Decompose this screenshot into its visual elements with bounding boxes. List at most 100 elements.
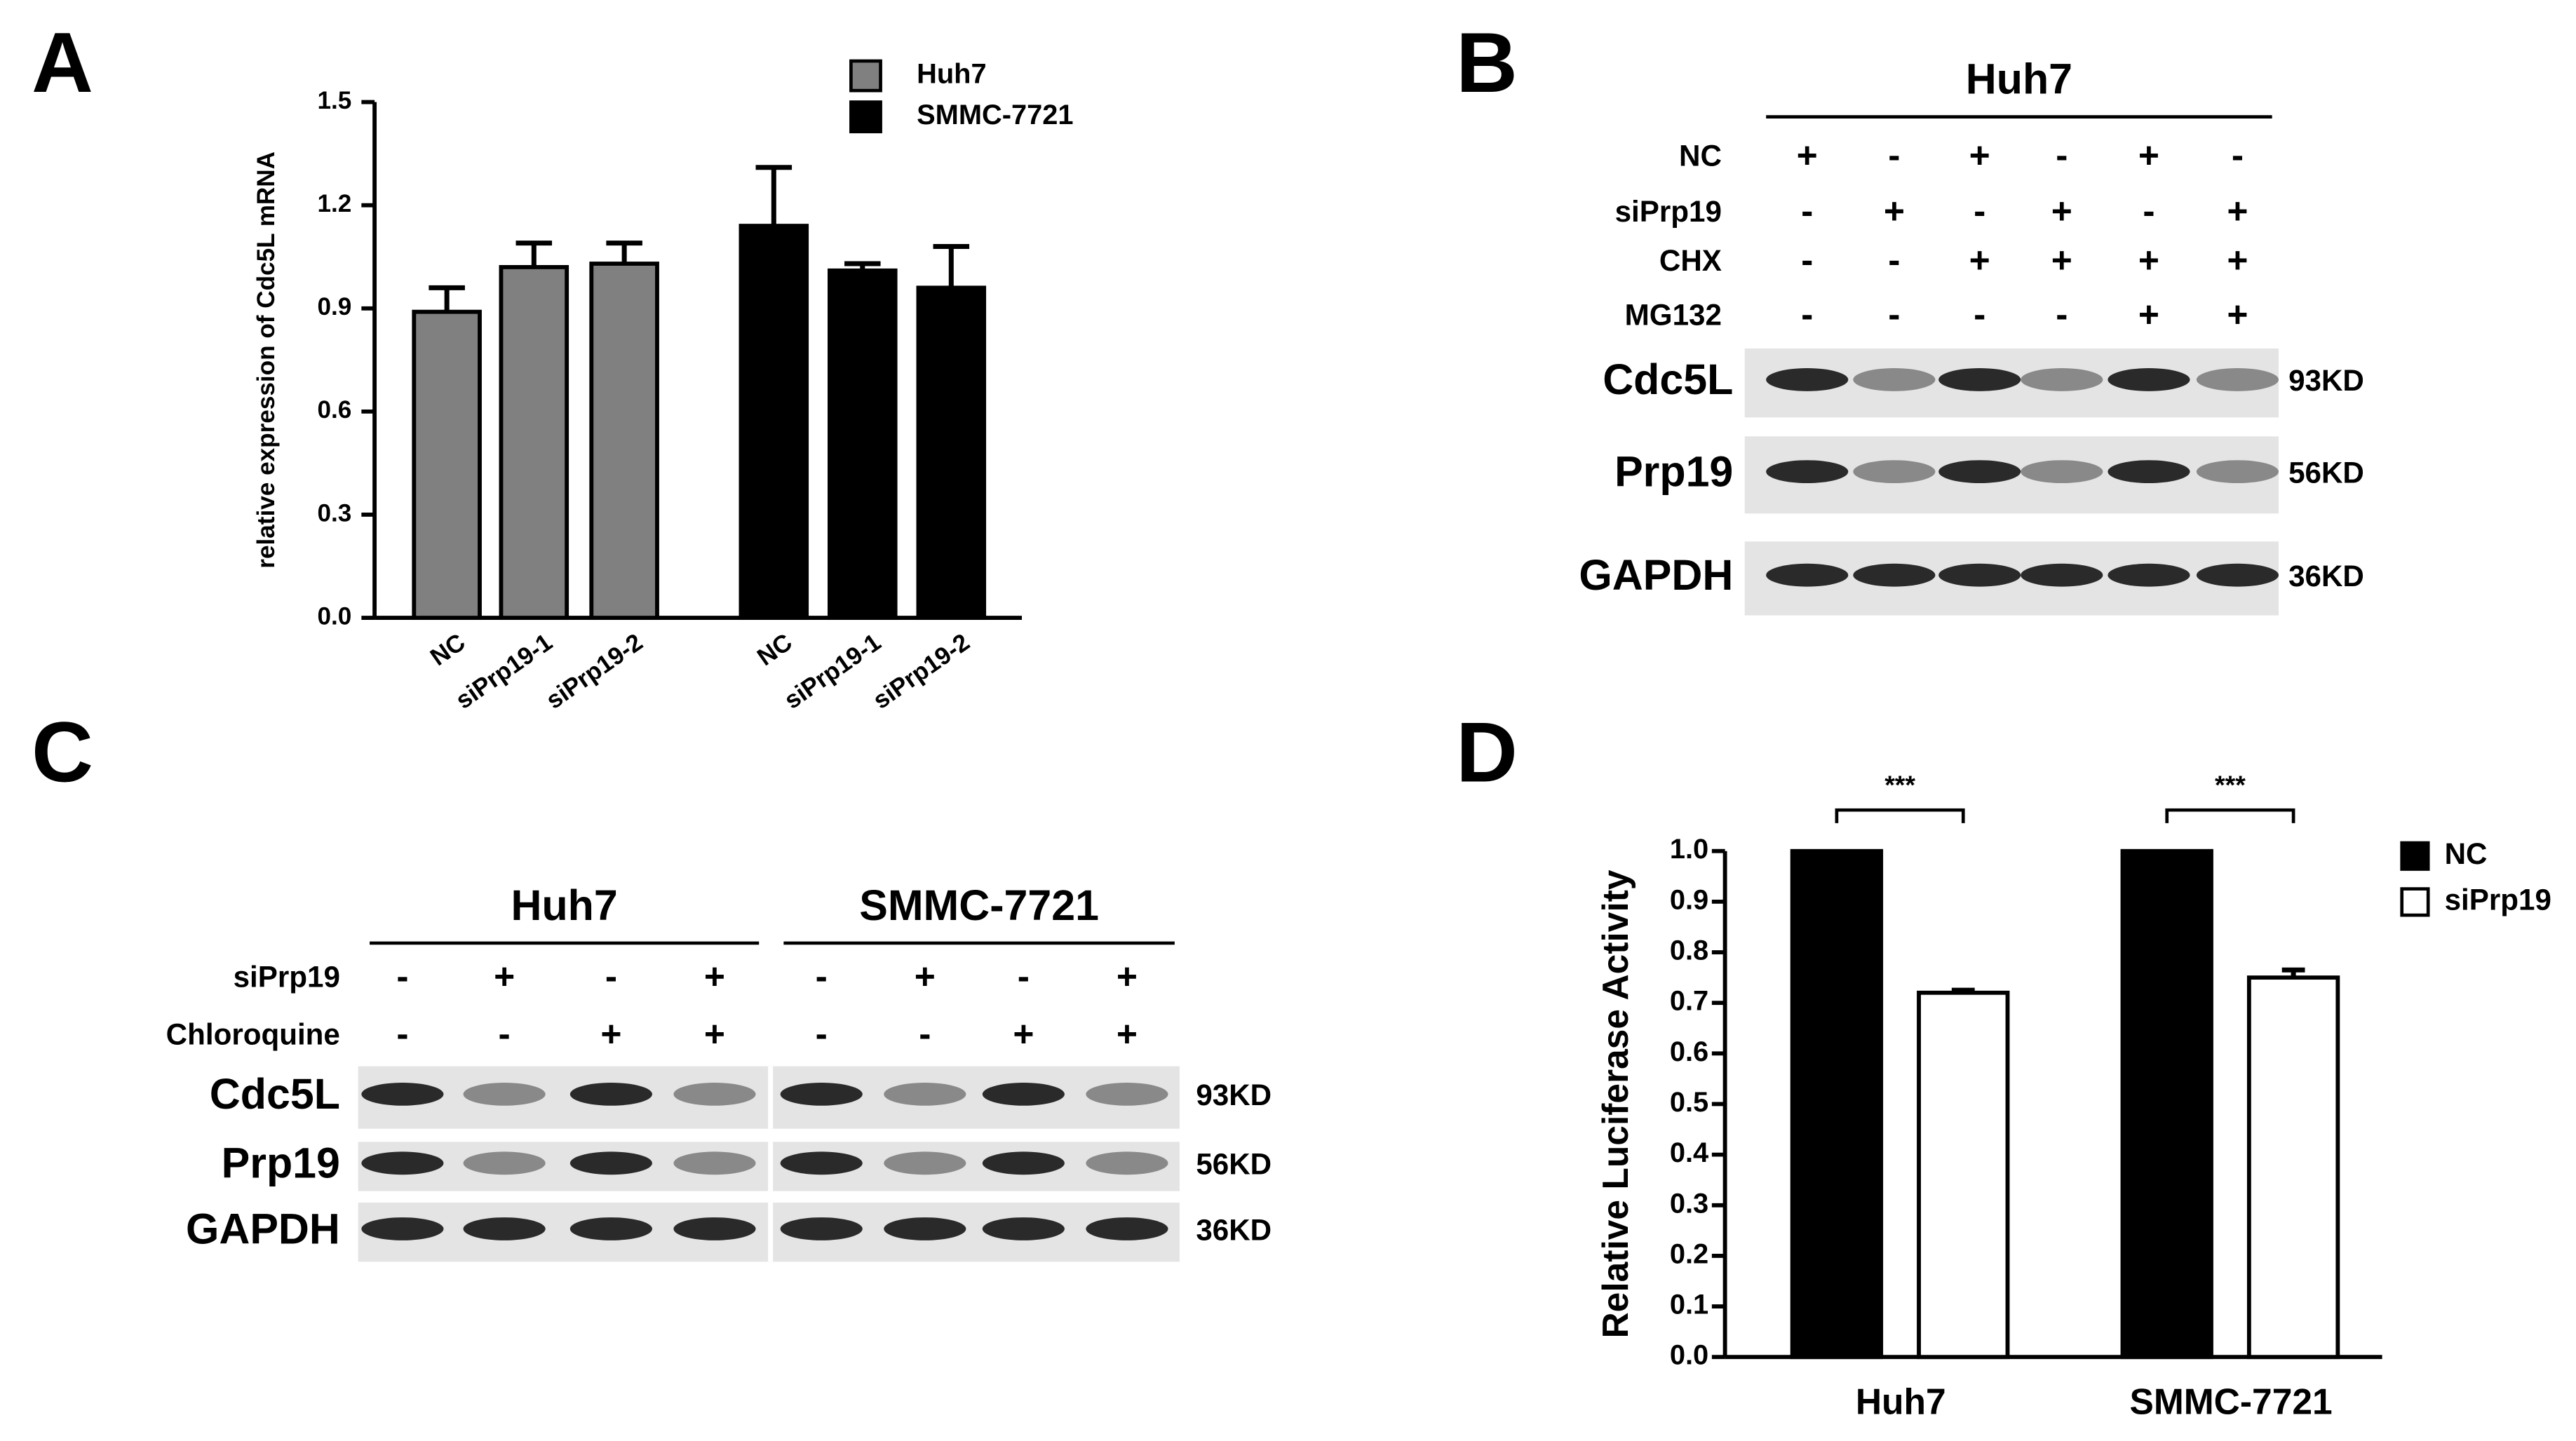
y-tick-label: 0.6 <box>1670 1036 1708 1067</box>
protein-band <box>2108 368 2190 391</box>
treatment-sign: + <box>2227 190 2248 231</box>
protein-band <box>1938 460 2021 484</box>
y-tick-label: 0.6 <box>317 396 351 424</box>
panel-label: D <box>1456 705 1518 800</box>
bar <box>828 268 898 621</box>
y-tick-label: 0.0 <box>317 602 351 630</box>
y-tick-label: 0.5 <box>1670 1087 1708 1118</box>
legend-label: Huh7 <box>917 59 987 90</box>
treatment-sign: - <box>1801 240 1813 280</box>
protein-band <box>463 1217 546 1240</box>
protein-band <box>780 1217 863 1240</box>
treatment-sign: - <box>1974 190 1985 231</box>
treatment-sign: + <box>1797 135 1818 175</box>
protein-band <box>780 1151 863 1175</box>
protein-band <box>361 1151 444 1175</box>
treatment-sign: + <box>2227 240 2248 280</box>
significance-label: *** <box>1884 770 1915 799</box>
size-label: 56KD <box>2288 456 2364 489</box>
treatment-sign: - <box>2232 135 2244 175</box>
y-tick-label: 0.7 <box>1670 986 1708 1017</box>
size-label: 36KD <box>1196 1213 1272 1246</box>
protein-label: Cdc5L <box>210 1070 340 1118</box>
y-tick-label: 0.0 <box>1670 1340 1708 1371</box>
y-tick-label: 0.2 <box>1670 1238 1708 1269</box>
treatment-label: CHX <box>1659 244 1722 277</box>
treatment-sign: - <box>499 1013 511 1054</box>
treatment-sign: + <box>915 956 936 996</box>
x-tick-label: SMMC-7721 <box>2130 1381 2333 1422</box>
protein-label: Prp19 <box>222 1139 340 1187</box>
treatment-sign: - <box>1888 294 1900 334</box>
legend-label: SMMC-7721 <box>917 100 1073 130</box>
bar <box>1917 990 2010 1360</box>
y-axis-title: relative expression of Cdc5L mRNA <box>252 151 280 569</box>
protein-band <box>1766 563 1849 587</box>
treatment-sign: + <box>1969 135 1990 175</box>
legend-swatch <box>849 100 882 134</box>
treatment-sign: - <box>396 1013 408 1054</box>
treatment-sign: - <box>1801 190 1813 231</box>
protein-label: Cdc5L <box>1603 356 1733 403</box>
x-tick-label: NC <box>753 628 797 671</box>
protein-band <box>361 1217 444 1240</box>
protein-band <box>1086 1083 1168 1106</box>
treatment-label: NC <box>1679 139 1722 172</box>
x-tick-label: siPrp19-2 <box>541 628 648 715</box>
protein-band <box>2196 563 2279 587</box>
treatment-sign: + <box>1969 240 1990 280</box>
protein-band <box>1938 368 2021 391</box>
protein-label: Prp19 <box>1614 447 1733 495</box>
treatment-sign: - <box>1888 135 1900 175</box>
treatment-sign: - <box>1801 294 1813 334</box>
panel-label: A <box>32 15 93 110</box>
treatment-sign: + <box>1884 190 1905 231</box>
protein-band <box>1853 460 1936 484</box>
x-tick-label: NC <box>426 628 471 671</box>
protein-band <box>361 1083 444 1106</box>
treatment-sign: + <box>2138 240 2159 280</box>
size-label: 93KD <box>2288 364 2364 397</box>
significance-bracket <box>2165 808 2295 823</box>
group-label: SMMC-7721 <box>859 881 1099 929</box>
treatment-sign: + <box>600 1013 621 1054</box>
y-tick-label: 0.8 <box>1670 935 1708 966</box>
panel-label: B <box>1456 15 1518 110</box>
x-tick-label: siPrp19-1 <box>779 628 886 715</box>
treatment-sign: + <box>494 956 515 996</box>
bar <box>739 224 809 621</box>
treatment-sign: + <box>2138 135 2159 175</box>
protein-band <box>569 1217 652 1240</box>
treatment-sign: - <box>396 956 408 996</box>
treatment-sign: - <box>816 1013 828 1054</box>
treatment-sign: - <box>816 956 828 996</box>
bar <box>412 309 482 621</box>
treatment-sign: - <box>919 1013 931 1054</box>
protein-band <box>2196 460 2279 484</box>
protein-band <box>982 1083 1065 1106</box>
x-tick-label: siPrp19-2 <box>868 628 975 715</box>
legend-label: NC <box>2445 837 2488 870</box>
protein-band <box>884 1083 966 1106</box>
y-tick-label: 0.4 <box>1670 1137 1708 1168</box>
treatment-label: MG132 <box>1625 299 1722 332</box>
treatment-sign: - <box>2143 190 2154 231</box>
protein-band <box>2021 368 2103 391</box>
treatment-sign: + <box>1117 1013 1138 1054</box>
size-label: 56KD <box>1196 1148 1272 1181</box>
group-label: Huh7 <box>1966 55 2072 103</box>
protein-band <box>1086 1217 1168 1240</box>
protein-band <box>2021 563 2103 587</box>
protein-band <box>569 1083 652 1106</box>
significance-label: *** <box>2215 770 2246 799</box>
protein-band <box>1766 368 1849 391</box>
treatment-sign: + <box>2138 294 2159 334</box>
legend-swatch <box>849 59 882 93</box>
legend-swatch <box>2400 887 2430 917</box>
protein-band <box>884 1151 966 1175</box>
bar <box>499 265 569 621</box>
protein-band <box>1853 563 1936 587</box>
protein-band <box>1086 1151 1168 1175</box>
group-label: Huh7 <box>511 881 618 929</box>
